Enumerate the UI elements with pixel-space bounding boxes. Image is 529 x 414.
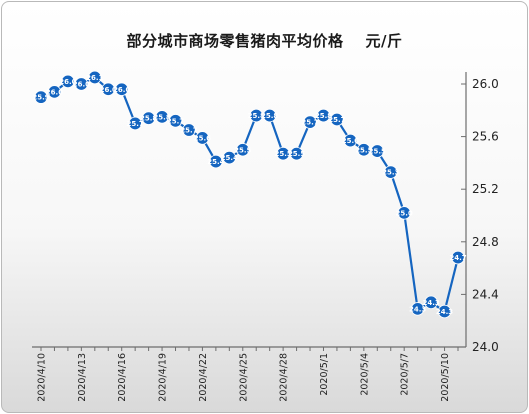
y-tick-label: 24.4 — [472, 287, 499, 301]
data-label: 25.4 — [221, 154, 238, 162]
data-point — [236, 143, 250, 157]
series-layer: 25.926.026.026.026.126.026.025.725.825.8… — [32, 70, 467, 319]
data-label: 24.7 — [449, 254, 466, 262]
data-label: 25.7 — [301, 119, 318, 127]
data-point — [437, 304, 452, 319]
data-point — [249, 108, 263, 123]
data-point — [168, 114, 183, 128]
data-point — [384, 165, 398, 179]
data-point — [101, 82, 115, 96]
data-label: 26.0 — [59, 78, 76, 86]
axes-layer: 24.0 24.4 24.8 25.2 25.6 26.0 2020/4/10 2020/4/… — [32, 72, 499, 402]
data-label: 25.5 — [355, 146, 372, 154]
data-label: 25.9 — [32, 94, 49, 102]
x-tick-label: 2020/4/25 — [238, 353, 249, 402]
data-point — [276, 146, 290, 161]
data-point — [410, 302, 425, 316]
chart-title: 部分城市商场零售猪肉平均价格 元/斤 — [0, 30, 529, 51]
data-point — [115, 82, 129, 96]
data-point — [47, 85, 62, 99]
x-tick-label: 2020/4/22 — [198, 353, 209, 402]
y-tick-label: 25.6 — [472, 130, 499, 144]
data-point — [34, 90, 48, 104]
data-point — [155, 110, 169, 124]
data-label: 25.4 — [207, 158, 224, 166]
x-tick-label: 2020/5/7 — [400, 353, 411, 396]
data-label: 25.0 — [396, 209, 413, 217]
data-point — [88, 70, 102, 85]
data-label: 25.7 — [167, 117, 184, 125]
data-point — [424, 295, 438, 309]
data-point — [74, 77, 89, 91]
x-tick-label: 2020/4/16 — [117, 353, 128, 402]
y-tick-label: 26.0 — [472, 77, 499, 91]
data-point — [357, 143, 371, 157]
data-label: 25.8 — [248, 112, 265, 120]
x-tick-label: 2020/5/4 — [359, 353, 370, 396]
data-point — [451, 250, 465, 265]
data-label: 25.5 — [369, 148, 386, 156]
data-label: 25.5 — [288, 150, 305, 158]
data-label: 26.0 — [100, 86, 117, 94]
data-label: 25.5 — [274, 150, 291, 158]
data-label: 25.7 — [127, 120, 144, 128]
data-label: 26.0 — [46, 88, 63, 96]
data-label: 26.1 — [86, 74, 103, 82]
data-label: 25.8 — [153, 113, 170, 121]
data-label: 25.7 — [328, 116, 345, 124]
x-tick-label: 2020/4/13 — [77, 353, 88, 402]
data-point — [262, 108, 277, 123]
data-point — [397, 206, 411, 220]
x-tick-label: 2020/4/10 — [37, 353, 48, 402]
data-point — [289, 146, 304, 161]
y-tick-label: 25.2 — [472, 182, 499, 196]
data-label: 24.3 — [409, 305, 426, 313]
chart-title-text: 部分城市商场零售猪肉平均价格 — [126, 32, 344, 50]
data-label: 25.8 — [140, 115, 157, 123]
x-tick-label: 2020/5/10 — [440, 353, 451, 402]
data-point — [343, 133, 358, 148]
y-tick-label: 24.0 — [472, 340, 499, 354]
data-label: 24.3 — [422, 299, 439, 307]
data-point — [316, 108, 331, 123]
x-tick-label: 2020/4/28 — [279, 353, 290, 402]
data-label: 25.8 — [315, 112, 332, 120]
data-label: 25.3 — [382, 169, 399, 177]
x-tick-label: 2020/5/1 — [319, 353, 330, 396]
data-point — [141, 111, 156, 125]
data-point — [330, 112, 344, 127]
data-label: 25.8 — [261, 112, 278, 120]
data-label: 26.0 — [73, 81, 90, 89]
data-point — [209, 154, 223, 169]
data-label: 26.0 — [113, 86, 130, 94]
data-point — [370, 144, 384, 158]
y-tick-label: 24.8 — [472, 235, 499, 249]
data-point — [303, 115, 317, 129]
data-point — [195, 131, 210, 145]
data-label: 25.5 — [234, 146, 251, 154]
data-label: 24.3 — [436, 308, 453, 316]
data-point — [182, 123, 196, 137]
data-label: 25.6 — [342, 137, 359, 145]
data-label: 25.7 — [180, 127, 197, 135]
data-label: 25.6 — [194, 134, 211, 142]
x-tick-label: 2020/4/19 — [158, 353, 169, 402]
chart-unit-label: 元/斤 — [365, 32, 403, 50]
data-point — [61, 74, 75, 89]
data-point — [128, 116, 142, 131]
data-point — [222, 150, 237, 165]
